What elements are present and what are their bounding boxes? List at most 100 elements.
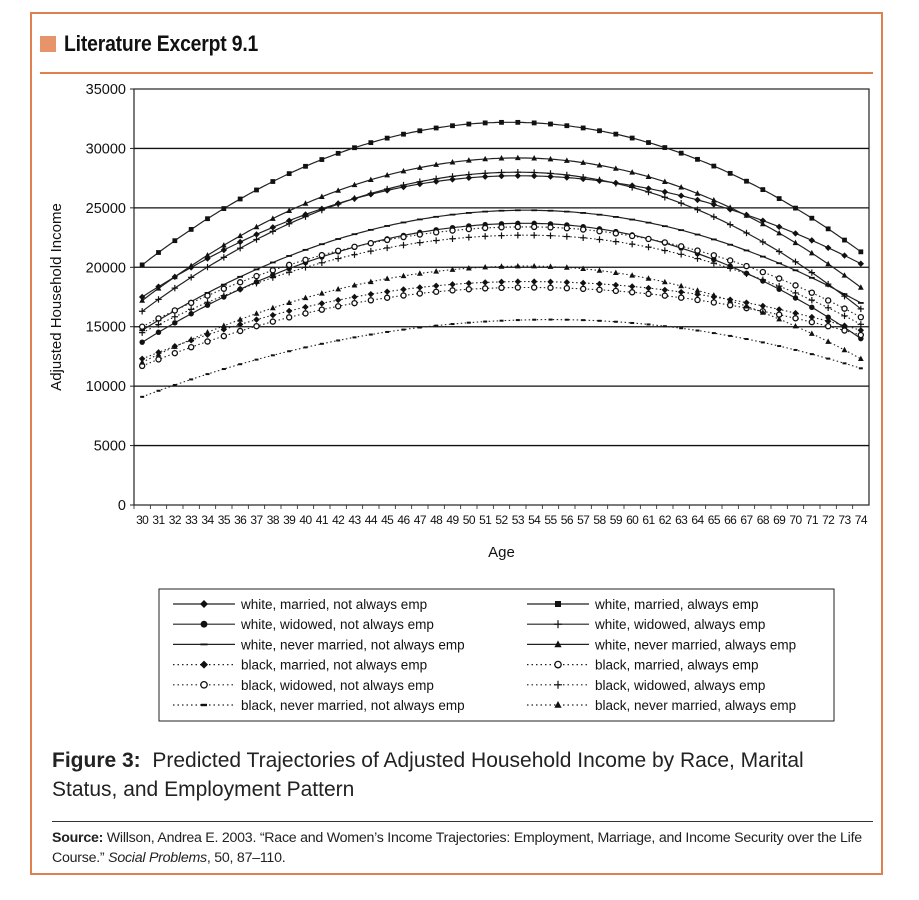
excerpt-frame bbox=[30, 12, 883, 875]
data-point bbox=[189, 378, 194, 381]
data-point bbox=[465, 174, 473, 182]
data-point bbox=[367, 297, 375, 304]
y-tick-label: 5000 bbox=[94, 439, 126, 455]
data-point bbox=[759, 217, 767, 224]
data-point bbox=[200, 600, 208, 608]
data-point bbox=[351, 251, 358, 258]
data-point bbox=[155, 315, 162, 322]
data-point bbox=[661, 188, 669, 196]
data-point bbox=[139, 297, 146, 303]
data-point bbox=[579, 173, 587, 181]
data-point bbox=[400, 233, 407, 241]
data-point bbox=[383, 288, 391, 295]
legend-item: black, widowed, always emp bbox=[527, 678, 765, 693]
x-tick-label: 37 bbox=[250, 513, 263, 527]
data-point bbox=[200, 660, 208, 669]
data-point bbox=[155, 329, 162, 335]
data-point bbox=[171, 349, 179, 357]
x-tick-label: 73 bbox=[838, 513, 851, 527]
data-point bbox=[253, 272, 260, 280]
data-point bbox=[187, 343, 195, 351]
data-point bbox=[759, 276, 767, 283]
data-point bbox=[841, 305, 848, 312]
data-point bbox=[679, 327, 684, 330]
data-point bbox=[449, 235, 456, 242]
data-point bbox=[221, 206, 227, 211]
data-point bbox=[726, 265, 734, 272]
data-point bbox=[530, 169, 538, 176]
data-point bbox=[482, 155, 489, 162]
x-tick-label: 58 bbox=[593, 513, 606, 527]
x-tick-label: 61 bbox=[642, 513, 655, 527]
data-point bbox=[466, 121, 472, 127]
data-point bbox=[302, 310, 309, 317]
source-journal: Social Problems bbox=[108, 850, 207, 866]
data-point bbox=[400, 167, 407, 174]
data-point bbox=[645, 243, 652, 251]
data-point bbox=[368, 333, 373, 336]
data-point bbox=[432, 229, 440, 236]
y-tick-label: 0 bbox=[118, 498, 126, 514]
data-point bbox=[318, 243, 325, 246]
data-point bbox=[661, 286, 669, 294]
data-point bbox=[269, 261, 276, 264]
data-point bbox=[842, 362, 847, 365]
series-line bbox=[142, 319, 861, 398]
data-point bbox=[465, 234, 473, 241]
legend-box bbox=[158, 588, 835, 722]
data-point bbox=[302, 264, 309, 271]
data-point bbox=[694, 206, 701, 213]
data-point bbox=[596, 236, 603, 243]
series-black-married-always-emp bbox=[138, 223, 865, 330]
data-point bbox=[530, 278, 538, 285]
source-rule bbox=[52, 821, 873, 822]
data-point bbox=[220, 322, 227, 329]
data-point bbox=[629, 169, 636, 175]
data-point bbox=[220, 332, 228, 340]
legend-item: black, widowed, not always emp bbox=[173, 678, 434, 693]
data-point bbox=[743, 212, 750, 218]
source-text: Willson, Andrea E. 2003. “Race and Women… bbox=[52, 830, 862, 866]
data-point bbox=[531, 120, 537, 126]
data-point bbox=[711, 163, 717, 169]
x-tick-label: 63 bbox=[675, 513, 688, 527]
data-point bbox=[236, 286, 244, 293]
x-tick-label: 54 bbox=[528, 513, 541, 527]
data-point bbox=[400, 292, 407, 299]
data-point bbox=[694, 247, 701, 254]
data-point bbox=[269, 311, 277, 319]
data-point bbox=[139, 262, 145, 268]
data-point bbox=[285, 220, 293, 227]
data-point bbox=[302, 248, 309, 251]
data-point bbox=[221, 368, 226, 371]
data-point bbox=[498, 284, 505, 292]
data-point bbox=[432, 282, 440, 289]
data-point bbox=[188, 336, 195, 342]
data-point bbox=[482, 263, 489, 270]
data-point bbox=[532, 318, 537, 321]
data-point bbox=[187, 274, 195, 281]
data-point bbox=[383, 244, 391, 252]
data-point bbox=[531, 155, 538, 161]
data-point bbox=[498, 172, 505, 180]
data-point bbox=[253, 231, 260, 238]
legend-item: white, never married, always emp bbox=[527, 637, 796, 652]
data-point bbox=[204, 252, 211, 258]
data-point bbox=[303, 163, 308, 169]
data-point bbox=[629, 218, 636, 221]
data-point bbox=[220, 254, 228, 261]
data-point bbox=[857, 327, 865, 334]
data-point bbox=[646, 323, 651, 326]
data-point bbox=[857, 260, 865, 267]
data-point bbox=[613, 131, 619, 137]
legend-item: black, married, not always emp bbox=[173, 658, 427, 673]
y-tick-label: 35000 bbox=[86, 82, 126, 98]
legend-label: white, married, always emp bbox=[594, 597, 759, 612]
x-tick-label: 44 bbox=[365, 513, 378, 527]
data-point bbox=[254, 358, 259, 361]
data-point bbox=[138, 355, 146, 363]
x-tick-label: 68 bbox=[757, 513, 770, 527]
data-point bbox=[808, 237, 816, 244]
series-black-widowed-not-always-emp bbox=[138, 284, 865, 370]
x-tick-label: 30 bbox=[136, 513, 149, 527]
